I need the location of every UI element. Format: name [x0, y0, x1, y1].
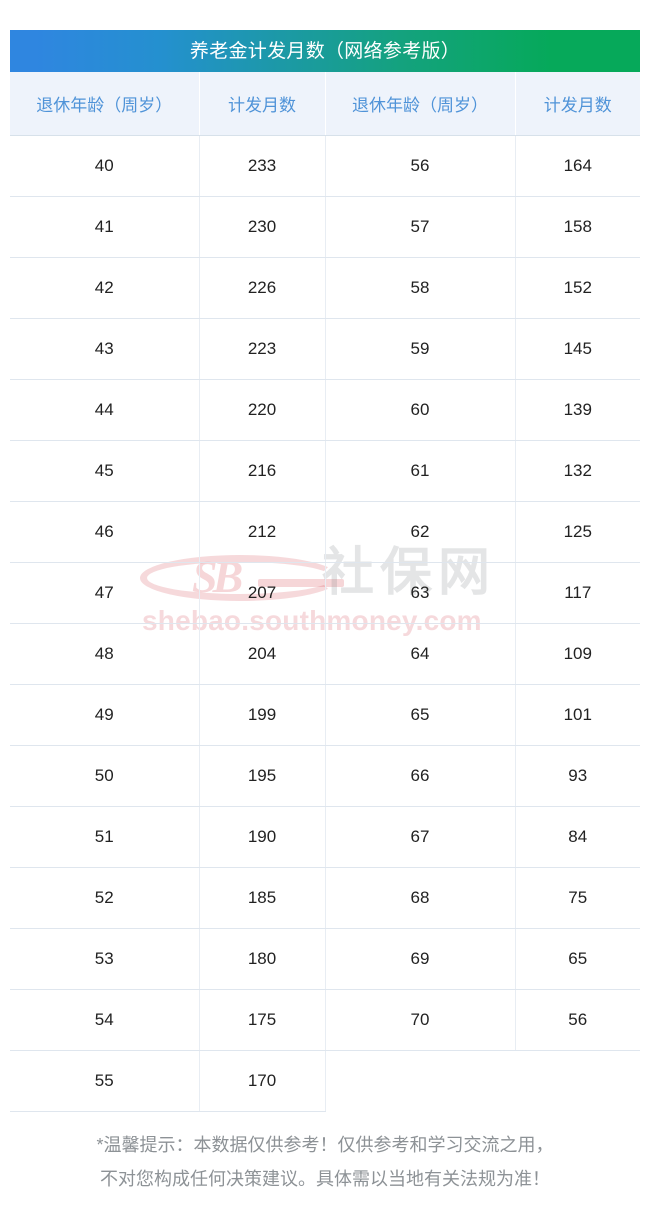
table-cell: 145	[515, 318, 640, 380]
column-header-retirement-age-1: 退休年龄（周岁）	[10, 72, 200, 136]
table-cell: 54	[10, 989, 200, 1051]
table-row: 44 220 60 139	[10, 379, 640, 441]
table-row: 40 233 56 164	[10, 135, 640, 197]
table-cell: 170	[199, 1050, 326, 1112]
table-cell: 70	[325, 989, 516, 1051]
table-cell: 58	[325, 257, 516, 319]
table-cell: 212	[199, 501, 326, 563]
table-cell: 158	[515, 196, 640, 258]
table-body: 40 233 56 164 41 230 57 158 42 226 58 152 43 223 59 145…	[10, 135, 640, 1112]
table-row: 52 185 68 75	[10, 867, 640, 929]
table-cell: 199	[199, 684, 326, 746]
table-row: 50 195 66 93	[10, 745, 640, 807]
table-row: 41 230 57 158	[10, 196, 640, 258]
table-cell: 56	[515, 989, 640, 1051]
table-cell: 50	[10, 745, 200, 807]
table-cell: 60	[325, 379, 516, 441]
table-cell: 220	[199, 379, 326, 441]
footnote: *温馨提示：本数据仅供参考！仅供参考和学习交流之用， 不对您构成任何决策建议。具…	[0, 1128, 650, 1196]
table-cell: 66	[325, 745, 516, 807]
table-cell-empty	[515, 1050, 640, 1111]
table-cell: 63	[325, 562, 516, 624]
column-header-months-1: 计发月数	[199, 72, 326, 136]
table-cell: 84	[515, 806, 640, 868]
table-cell: 57	[325, 196, 516, 258]
table-row: 46 212 62 125	[10, 501, 640, 563]
footnote-line-1: *温馨提示：本数据仅供参考！仅供参考和学习交流之用，	[96, 1135, 554, 1155]
table-cell: 51	[10, 806, 200, 868]
table-title-bar: 养老金计发月数（网络参考版）	[10, 30, 640, 72]
table-cell: 46	[10, 501, 200, 563]
table-cell: 204	[199, 623, 326, 685]
table-row: 43 223 59 145	[10, 318, 640, 380]
table-cell: 67	[325, 806, 516, 868]
table-cell: 62	[325, 501, 516, 563]
column-header-months-2: 计发月数	[515, 72, 640, 136]
table-row: 42 226 58 152	[10, 257, 640, 319]
table-cell: 75	[515, 867, 640, 929]
table-cell: 139	[515, 379, 640, 441]
column-header-retirement-age-2: 退休年龄（周岁）	[325, 72, 516, 136]
table-cell: 59	[325, 318, 516, 380]
table-row: 48 204 64 109	[10, 623, 640, 685]
table-cell: 190	[199, 806, 326, 868]
table-cell: 52	[10, 867, 200, 929]
table-cell: 53	[10, 928, 200, 990]
table-row: 54 175 70 56	[10, 989, 640, 1051]
table-cell: 65	[515, 928, 640, 990]
table-row: 53 180 69 65	[10, 928, 640, 990]
pension-months-table: 退休年龄（周岁） 计发月数 退休年龄（周岁） 计发月数 40 233 56 164 41…	[10, 72, 640, 1112]
table-cell: 69	[325, 928, 516, 990]
table-cell: 61	[325, 440, 516, 502]
table-row: 45 216 61 132	[10, 440, 640, 502]
table-row: 51 190 67 84	[10, 806, 640, 868]
table-cell: 117	[515, 562, 640, 624]
table-cell-empty	[325, 1050, 515, 1111]
table-row: 47 207 63 117	[10, 562, 640, 624]
table-cell: 223	[199, 318, 326, 380]
table-cell: 185	[199, 867, 326, 929]
table-cell: 226	[199, 257, 326, 319]
table-cell: 230	[199, 196, 326, 258]
table-cell: 207	[199, 562, 326, 624]
table-cell: 44	[10, 379, 200, 441]
page-title: 养老金计发月数（网络参考版）	[189, 40, 461, 62]
table-cell: 152	[515, 257, 640, 319]
table-cell: 233	[199, 135, 326, 197]
table-cell: 41	[10, 196, 200, 258]
table-cell: 164	[515, 135, 640, 197]
table-cell: 132	[515, 440, 640, 502]
table-cell: 65	[325, 684, 516, 746]
table-cell: 109	[515, 623, 640, 685]
table-cell: 125	[515, 501, 640, 563]
table-cell: 101	[515, 684, 640, 746]
table-cell: 56	[325, 135, 516, 197]
table-cell: 49	[10, 684, 200, 746]
table-cell: 45	[10, 440, 200, 502]
table-cell: 64	[325, 623, 516, 685]
footnote-line-2: 不对您构成任何决策建议。具体需以当地有关法规为准！	[100, 1169, 550, 1189]
table-cell: 47	[10, 562, 200, 624]
table-cell: 195	[199, 745, 326, 807]
table-cell: 55	[10, 1050, 200, 1112]
table-cell: 42	[10, 257, 200, 319]
table-cell: 40	[10, 135, 200, 197]
table-cell: 43	[10, 318, 200, 380]
table-cell: 93	[515, 745, 640, 807]
table-cell: 68	[325, 867, 516, 929]
table-header: 退休年龄（周岁） 计发月数 退休年龄（周岁） 计发月数	[10, 72, 640, 136]
pension-table-wrapper: 退休年龄（周岁） 计发月数 退休年龄（周岁） 计发月数 40 233 56 164 41…	[10, 72, 640, 1112]
table-header-row: 退休年龄（周岁） 计发月数 退休年龄（周岁） 计发月数	[10, 72, 640, 136]
table-cell: 216	[199, 440, 326, 502]
table-cell: 180	[199, 928, 326, 990]
table-cell: 175	[199, 989, 326, 1051]
table-row: 49 199 65 101	[10, 684, 640, 746]
table-row: 55 170	[10, 1050, 640, 1112]
table-cell: 48	[10, 623, 200, 685]
